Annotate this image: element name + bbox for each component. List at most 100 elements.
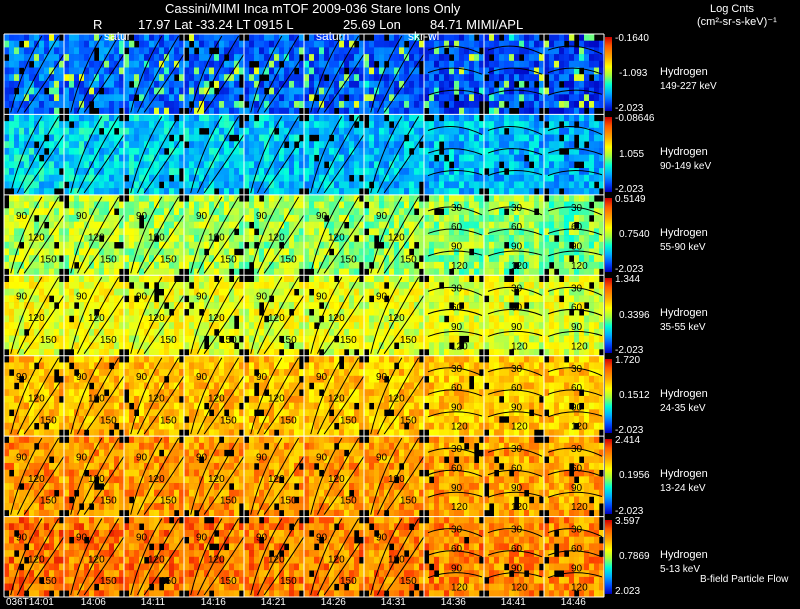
heatmap-panel: 30 60 90 120: [484, 516, 545, 598]
contour-label: 30: [511, 364, 523, 375]
contour-label: 120: [88, 313, 105, 324]
contour-label: 90: [196, 372, 208, 383]
contour-label: 120: [328, 554, 345, 565]
species-label: Hydrogen: [660, 226, 708, 239]
contour-label: 120: [511, 341, 528, 352]
contour-label: 150: [40, 576, 57, 587]
contour-label: 150: [40, 496, 57, 507]
contour-label: 150: [160, 496, 177, 507]
heatmap-panel: 30 60 90 120: [484, 275, 545, 357]
contour-label: 120: [148, 394, 165, 405]
contour-label: 120: [268, 313, 285, 324]
heatmap-panel: [184, 34, 256, 115]
contour-label: 150: [340, 254, 357, 265]
contour-label: 90: [136, 372, 148, 383]
contour-label: 120: [571, 422, 588, 433]
contour-label: 150: [280, 415, 297, 426]
contour-label: 90: [571, 322, 583, 333]
contour-label: 150: [280, 496, 297, 507]
contour-label: 150: [100, 415, 117, 426]
contour-label: 90: [451, 483, 463, 494]
contour-label: 150: [220, 576, 237, 587]
species-label: Hydrogen: [660, 468, 708, 481]
contour-label: 60: [451, 544, 463, 555]
contour-label: 90: [571, 242, 583, 253]
colorbar-max: 1.344: [615, 274, 641, 286]
contour-label: 30: [511, 203, 523, 214]
contour-label: 90: [136, 211, 148, 222]
contour-label: 120: [571, 261, 588, 272]
energy-range-label: 35-55 keV: [660, 322, 706, 334]
time-tick-label: 14:26: [320, 597, 346, 608]
colorbar: [605, 358, 612, 434]
contour-label: 60: [451, 464, 463, 475]
contour-label: 120: [208, 474, 225, 485]
contour-label: 90: [316, 372, 328, 383]
contour-label: 120: [328, 394, 345, 405]
contour-label: 120: [328, 313, 345, 324]
contour-label: 90: [16, 291, 28, 302]
heatmap-panel: [424, 34, 485, 115]
contour-label: 150: [280, 335, 297, 346]
contour-label: 120: [511, 583, 528, 594]
contour-label: 150: [40, 335, 57, 346]
energy-range-label: 149-227 keV: [660, 81, 717, 92]
contour-label: 150: [340, 576, 357, 587]
contour-label: 90: [136, 291, 148, 302]
time-tick-label: 14:06: [80, 597, 106, 608]
heatmap-panel: 30 60 90 120: [424, 355, 485, 437]
time-tick-label: 14:21: [260, 597, 286, 608]
contour-label: 90: [451, 242, 463, 253]
contour-label: 120: [388, 233, 405, 244]
contour-label: 150: [160, 576, 177, 587]
contour-label: 30: [571, 444, 583, 455]
contour-label: 90: [451, 322, 463, 333]
heatmap-panel: 30 60 90 120: [544, 516, 605, 598]
contour-label: 150: [280, 254, 297, 265]
contour-label: 90: [16, 452, 28, 463]
contour-label: 90: [511, 242, 523, 253]
contour-label: 120: [148, 313, 165, 324]
position-lon: 25.69 Lon: [343, 17, 401, 32]
contour-label: 120: [388, 554, 405, 565]
position-lat-lt: 17.97 Lat -33.24 LT 0915 L: [138, 17, 294, 32]
contour-label: 90: [136, 452, 148, 463]
heatmap-panel: [64, 114, 136, 196]
contour-label: 120: [451, 502, 468, 513]
contour-label: 150: [280, 576, 297, 587]
contour-label: 120: [268, 554, 285, 565]
contour-label: 150: [400, 496, 417, 507]
heatmap-panel: [124, 114, 196, 196]
contour-label: 120: [571, 502, 588, 513]
colorbar-mid: 0.1956: [619, 470, 650, 482]
contour-label: 90: [511, 563, 523, 574]
colorbar-max: -0.08646: [615, 113, 655, 125]
colorbar-min: -2.023: [615, 425, 644, 437]
contour-label: 90: [316, 211, 328, 222]
time-tick-label: 14:16: [200, 597, 226, 608]
heatmap-panel: 30 60 90 120: [484, 355, 545, 437]
contour-label: 90: [196, 291, 208, 302]
contour-label: 120: [268, 474, 285, 485]
overlay-satur: satur: [104, 29, 131, 43]
colorbar-mid: 0.7540: [619, 229, 650, 241]
contour-label: 90: [256, 291, 268, 302]
contour-label: 60: [571, 544, 583, 555]
contour-label: 150: [400, 576, 417, 587]
colorbar: [605, 37, 612, 112]
contour-label: 90: [571, 563, 583, 574]
species-label: Hydrogen: [660, 66, 708, 78]
time-tick-label: 14:46: [560, 597, 586, 608]
